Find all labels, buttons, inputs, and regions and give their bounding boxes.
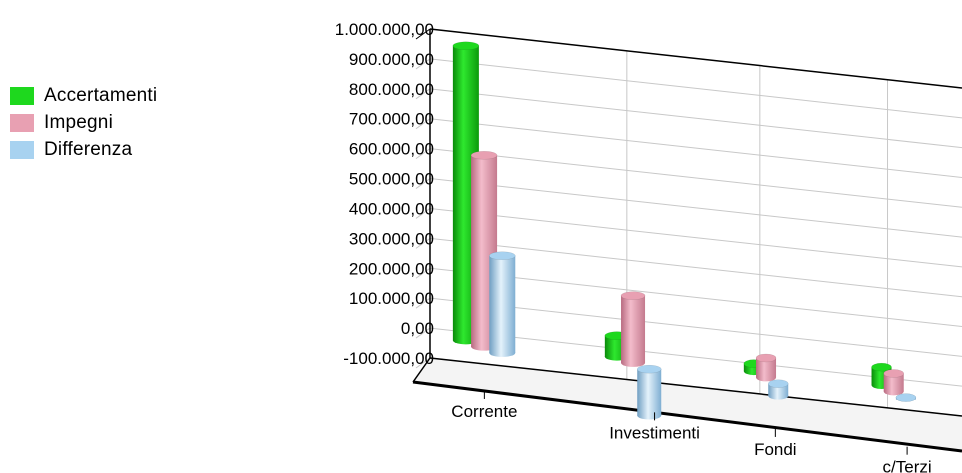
legend-item-accertamenti: Accertamenti bbox=[10, 82, 157, 109]
gridline-side bbox=[415, 178, 431, 189]
bar-differenza-investimenti bbox=[636, 364, 662, 420]
y-tick-label: 800.000,00 bbox=[349, 80, 434, 99]
y-tick-label: 500.000,00 bbox=[349, 170, 434, 189]
legend-swatch-accertamenti bbox=[10, 86, 34, 105]
gridline bbox=[429, 118, 962, 178]
gridline bbox=[429, 297, 962, 357]
bar-cap bbox=[755, 353, 777, 363]
gridline-side bbox=[415, 327, 431, 339]
gridline bbox=[429, 178, 962, 238]
bar-cap bbox=[489, 251, 516, 260]
x-category-label: c/Terzi bbox=[883, 458, 932, 473]
bar-cap bbox=[620, 291, 646, 300]
bar-impegni-cterzi bbox=[883, 369, 904, 396]
y-tick-label: 300.000,00 bbox=[349, 229, 434, 248]
gridline-side bbox=[415, 237, 431, 249]
bar-base bbox=[621, 358, 646, 367]
gridline bbox=[429, 88, 962, 149]
x-category-label: Investimenti bbox=[609, 423, 700, 442]
bar-body bbox=[621, 295, 646, 363]
bar-base bbox=[768, 391, 789, 400]
gridline-side bbox=[415, 357, 431, 369]
gridline-side bbox=[415, 297, 431, 309]
legend-item-differenza: Differenza bbox=[10, 136, 157, 163]
gridline bbox=[429, 267, 962, 328]
gridline-side bbox=[415, 58, 431, 70]
x-category-label: Corrente bbox=[451, 402, 517, 421]
bar-body bbox=[768, 383, 789, 396]
bar-cap bbox=[871, 362, 892, 372]
y-tick-label: -100.000,00 bbox=[343, 349, 434, 368]
bar-cap bbox=[470, 151, 498, 160]
gridline-side bbox=[415, 148, 431, 160]
gridline bbox=[429, 58, 962, 119]
y-tick-label: 700.000,00 bbox=[349, 110, 434, 129]
gridline-side bbox=[415, 208, 431, 219]
y-tick-label: 900.000,00 bbox=[349, 50, 434, 69]
bar-differenza-corrente bbox=[489, 251, 516, 357]
floor-back-edge bbox=[429, 357, 962, 417]
x-axis-line bbox=[412, 380, 962, 453]
gridline-side bbox=[415, 118, 431, 130]
bar-body bbox=[637, 369, 662, 416]
bar-cap bbox=[452, 41, 480, 51]
gridline bbox=[429, 237, 962, 298]
floor-left-edge bbox=[412, 357, 431, 383]
floor bbox=[413, 358, 962, 451]
bar-base bbox=[637, 411, 662, 420]
bar-base bbox=[756, 373, 777, 382]
bar-differenza-fondi bbox=[767, 379, 789, 400]
y-tick-label: 100.000,00 bbox=[349, 289, 434, 308]
gridline bbox=[429, 207, 962, 268]
gridline bbox=[429, 148, 962, 208]
y-tick-label: 200.000,00 bbox=[349, 259, 434, 278]
y-tick-label: 1.000.000,00 bbox=[335, 20, 434, 39]
y-tick-label: 600.000,00 bbox=[349, 140, 434, 159]
bar-body bbox=[756, 358, 777, 378]
wall-corner-edge bbox=[415, 28, 431, 40]
legend-swatch-impegni bbox=[10, 113, 34, 132]
text-layer: 1.000.000,00 900.000,00 800.000,00 700.000,… bbox=[335, 20, 932, 473]
bar-impegni-investimenti bbox=[620, 291, 646, 367]
chart-legend: Accertamenti Impegni Differenza bbox=[10, 82, 157, 163]
legend-label-differenza: Differenza bbox=[44, 138, 133, 160]
y-tick-label: 0,00 bbox=[401, 319, 434, 338]
legend-label-impegni: Impegni bbox=[44, 111, 113, 133]
bars-layer bbox=[452, 41, 917, 420]
bar-base bbox=[883, 387, 904, 396]
bar-differenza-cterzi bbox=[895, 393, 917, 402]
y-tick-label: 400.000,00 bbox=[349, 199, 434, 218]
bar-body bbox=[883, 373, 904, 392]
grid-layer bbox=[412, 28, 962, 453]
bar-cap bbox=[895, 393, 917, 402]
gridline-side bbox=[415, 88, 431, 100]
bar-body bbox=[489, 255, 516, 353]
legend-item-impegni: Impegni bbox=[10, 109, 157, 136]
bar-cap bbox=[883, 369, 904, 378]
wall-top-edge bbox=[429, 28, 962, 89]
bar-impegni-fondi bbox=[755, 353, 777, 382]
gridline-side bbox=[415, 267, 431, 279]
bar-cap bbox=[636, 364, 662, 374]
bar-cap bbox=[767, 379, 789, 388]
legend-swatch-differenza bbox=[10, 140, 34, 159]
legend-label-accertamenti: Accertamenti bbox=[44, 84, 158, 106]
bar-base bbox=[489, 348, 516, 357]
x-category-label: Fondi bbox=[754, 440, 797, 459]
